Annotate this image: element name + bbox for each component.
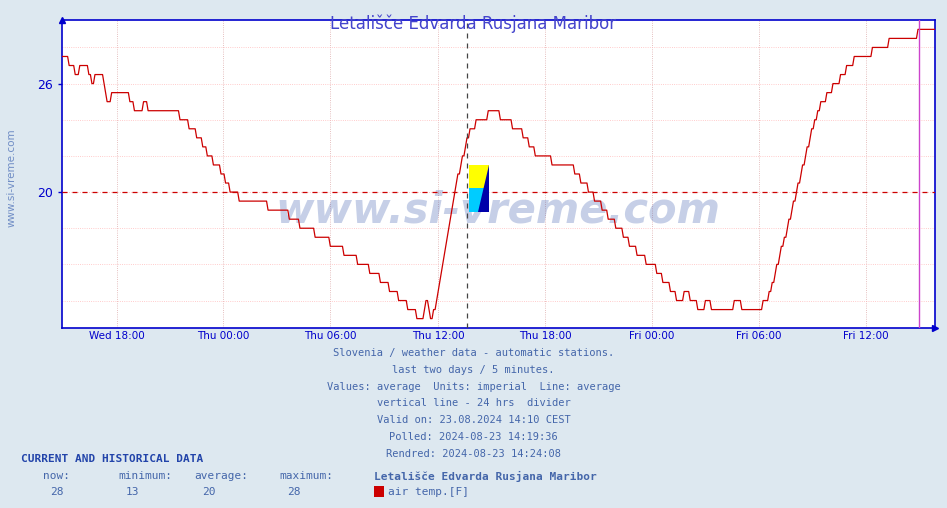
Text: Rendred: 2024-08-23 14:24:08: Rendred: 2024-08-23 14:24:08 [386, 449, 561, 459]
Text: Thu 00:00: Thu 00:00 [197, 331, 249, 341]
Bar [470, 188, 489, 212]
Text: Valid on: 23.08.2024 14:10 CEST: Valid on: 23.08.2024 14:10 CEST [377, 415, 570, 425]
Text: Slovenia / weather data - automatic stations.: Slovenia / weather data - automatic stat… [333, 348, 614, 358]
Text: 20: 20 [202, 487, 215, 497]
Text: Thu 12:00: Thu 12:00 [412, 331, 464, 341]
Text: now:: now: [43, 471, 70, 482]
Text: Polled: 2024-08-23 14:19:36: Polled: 2024-08-23 14:19:36 [389, 432, 558, 442]
Text: minimum:: minimum: [118, 471, 172, 482]
Text: Fri 00:00: Fri 00:00 [629, 331, 674, 341]
Text: average:: average: [194, 471, 248, 482]
Text: Wed 18:00: Wed 18:00 [89, 331, 145, 341]
Text: Thu 06:00: Thu 06:00 [304, 331, 357, 341]
Text: 28: 28 [287, 487, 300, 497]
Text: Letališče Edvarda Rusjana Maribor: Letališče Edvarda Rusjana Maribor [374, 471, 597, 483]
Text: last two days / 5 minutes.: last two days / 5 minutes. [392, 365, 555, 375]
Text: Letališče Edvarda Rusjana Maribor: Letališče Edvarda Rusjana Maribor [331, 14, 616, 33]
Text: maximum:: maximum: [279, 471, 333, 482]
Text: vertical line - 24 hrs  divider: vertical line - 24 hrs divider [377, 398, 570, 408]
Text: CURRENT AND HISTORICAL DATA: CURRENT AND HISTORICAL DATA [21, 454, 203, 464]
Text: 13: 13 [126, 487, 139, 497]
Text: www.si-vreme.com: www.si-vreme.com [276, 190, 721, 232]
Text: www.si-vreme.com: www.si-vreme.com [7, 129, 16, 227]
Text: Fri 12:00: Fri 12:00 [843, 331, 888, 341]
Text: Values: average  Units: imperial  Line: average: Values: average Units: imperial Line: av… [327, 382, 620, 392]
Text: Fri 06:00: Fri 06:00 [737, 331, 782, 341]
Bar [470, 165, 489, 188]
Polygon shape [478, 165, 489, 212]
Text: Thu 18:00: Thu 18:00 [519, 331, 572, 341]
Text: 28: 28 [50, 487, 63, 497]
Text: air temp.[F]: air temp.[F] [388, 487, 470, 497]
